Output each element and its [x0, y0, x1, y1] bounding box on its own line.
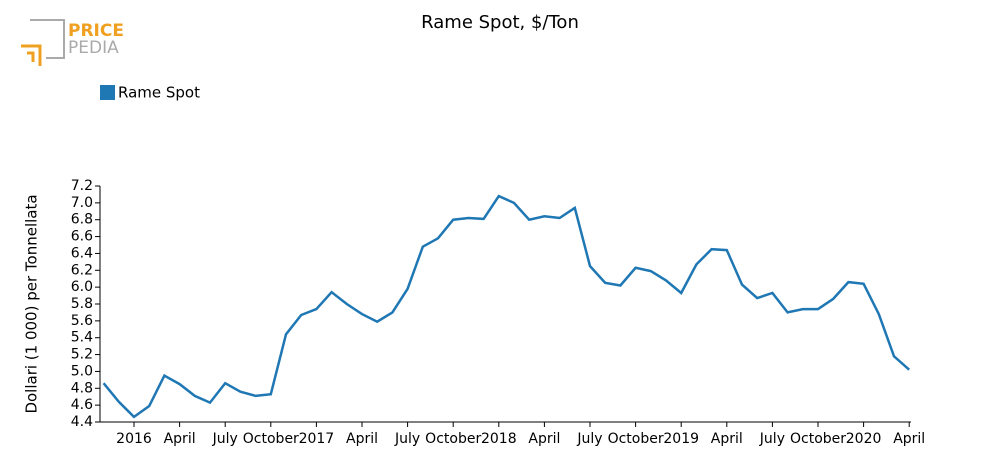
- y-tick-label: 5.6: [71, 313, 93, 329]
- x-tick-label: 2019: [663, 431, 699, 447]
- y-tick-label: 6.2: [71, 262, 93, 278]
- legend-label: Rame Spot: [118, 84, 200, 102]
- y-tick-label: 6.0: [71, 279, 93, 295]
- x-tick-label: April: [893, 431, 925, 447]
- x-tick-label: July: [576, 431, 602, 447]
- y-tick-label: 6.6: [71, 229, 93, 245]
- logo-frame: [30, 19, 65, 59]
- y-tick-label: 6.8: [71, 212, 93, 228]
- x-tick-label: October: [425, 431, 481, 447]
- x-tick-label: April: [528, 431, 560, 447]
- y-tick-label: 7.0: [71, 195, 93, 211]
- x-tick-label: April: [346, 431, 378, 447]
- x-tick-label: July: [759, 431, 785, 447]
- legend-swatch: [100, 85, 115, 100]
- x-tick-label: October: [243, 431, 299, 447]
- x-tick-label: 2016: [116, 431, 152, 447]
- y-tick-label: 4.4: [71, 414, 93, 430]
- data-line: [102, 194, 911, 419]
- y-axis-title: Dollari (1 000) per Tonnellata: [23, 194, 41, 413]
- x-tick-label: 2017: [299, 431, 335, 447]
- x-tick-label: 2020: [846, 431, 882, 447]
- logo-mark: [21, 44, 42, 66]
- y-tick-label: 4.8: [71, 380, 93, 396]
- x-tick-label: July: [212, 431, 238, 447]
- logo-text: PRICE: [68, 21, 124, 41]
- x-tick-label: July: [394, 431, 420, 447]
- logo: PRICE PEDIA: [21, 19, 124, 66]
- x-tick-label: April: [164, 431, 196, 447]
- y-tick-label: 5.2: [71, 347, 93, 363]
- logo-text: PEDIA: [68, 38, 119, 58]
- x-tick-label: October: [608, 431, 664, 447]
- y-tick-label: 6.4: [71, 245, 93, 261]
- y-tick-label: 5.0: [71, 363, 93, 379]
- x-tick-label: 2018: [481, 431, 517, 447]
- chart-title: Rame Spot, $/Ton: [421, 12, 579, 33]
- y-tick-label: 5.4: [71, 330, 93, 346]
- x-tick-label: October: [790, 431, 846, 447]
- y-tick-label: 5.8: [71, 296, 93, 312]
- y-tick-label: 4.6: [71, 397, 93, 413]
- y-tick-label: 7.2: [71, 178, 93, 194]
- x-tick-label: April: [711, 431, 743, 447]
